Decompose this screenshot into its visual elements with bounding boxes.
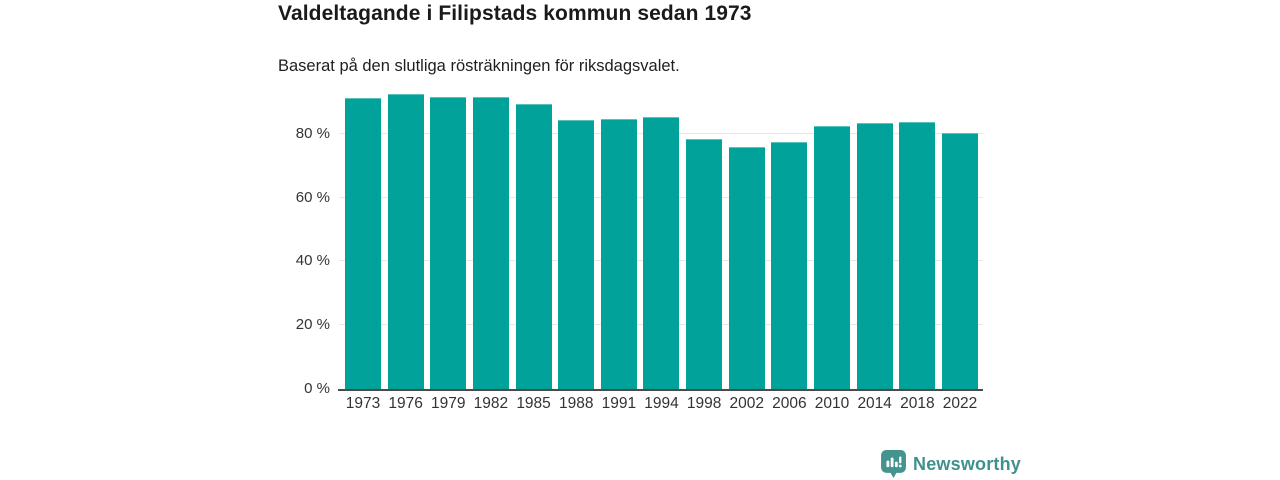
bar-1985	[515, 104, 552, 389]
y-tick-0: 0 %	[304, 380, 330, 397]
x-tick-2018: 2018	[900, 395, 935, 412]
bar-2014	[856, 123, 893, 389]
newsworthy-brand-link[interactable]: Newsworthy	[881, 450, 1021, 478]
bar-series	[339, 70, 983, 389]
bar-2006	[771, 142, 808, 389]
y-tick-60: 60 %	[295, 188, 330, 206]
bar-1976	[387, 94, 424, 389]
x-tick-1998: 1998	[686, 395, 722, 412]
y-axis-labels: 0 % 20 % 40 % 60 % 80 %	[272, 70, 330, 397]
bar-2018	[899, 122, 936, 389]
x-tick-2022: 2022	[942, 395, 978, 412]
x-tick-1979: 1979	[431, 395, 466, 412]
x-tick-2010: 2010	[814, 395, 850, 412]
x-tick-2014: 2014	[857, 395, 892, 412]
y-tick-80: 80 %	[295, 124, 330, 142]
y-tick-40: 40 %	[295, 252, 330, 270]
x-axis-line	[338, 389, 983, 391]
bar-1979	[430, 97, 467, 389]
x-tick-2006: 2006	[772, 395, 807, 412]
x-tick-1991: 1991	[601, 395, 637, 412]
chart-title: Valdeltagande i Filipstads kommun sedan …	[278, 2, 752, 25]
bar-2002	[728, 147, 765, 389]
bar-2010	[814, 126, 851, 389]
x-tick-1994: 1994	[644, 395, 679, 412]
y-tick-20: 20 %	[295, 316, 330, 334]
x-tick-1985: 1985	[516, 395, 551, 412]
plot-area	[338, 70, 983, 391]
bar-1991	[600, 119, 637, 389]
x-tick-1988: 1988	[558, 395, 594, 412]
newsworthy-logo-icon	[881, 450, 906, 478]
bar-2022	[941, 133, 978, 389]
bar-1982	[472, 97, 509, 389]
x-tick-2002: 2002	[729, 395, 764, 412]
bar-1988	[558, 120, 595, 389]
chart-subtitle: Baserat på den slutliga rösträkningen fö…	[278, 57, 680, 75]
bar-1998	[686, 139, 723, 389]
x-axis-labels: 1973 1976 1979 1982 1985 1988 1991 1994 1998 2002…	[339, 395, 983, 413]
bar-1973	[345, 98, 381, 389]
x-tick-1976: 1976	[388, 395, 423, 412]
x-tick-1973: 1973	[345, 395, 381, 412]
x-tick-1982: 1982	[473, 395, 509, 412]
newsworthy-brand-name: Newsworthy	[913, 453, 1022, 474]
bar-1994	[643, 117, 680, 389]
